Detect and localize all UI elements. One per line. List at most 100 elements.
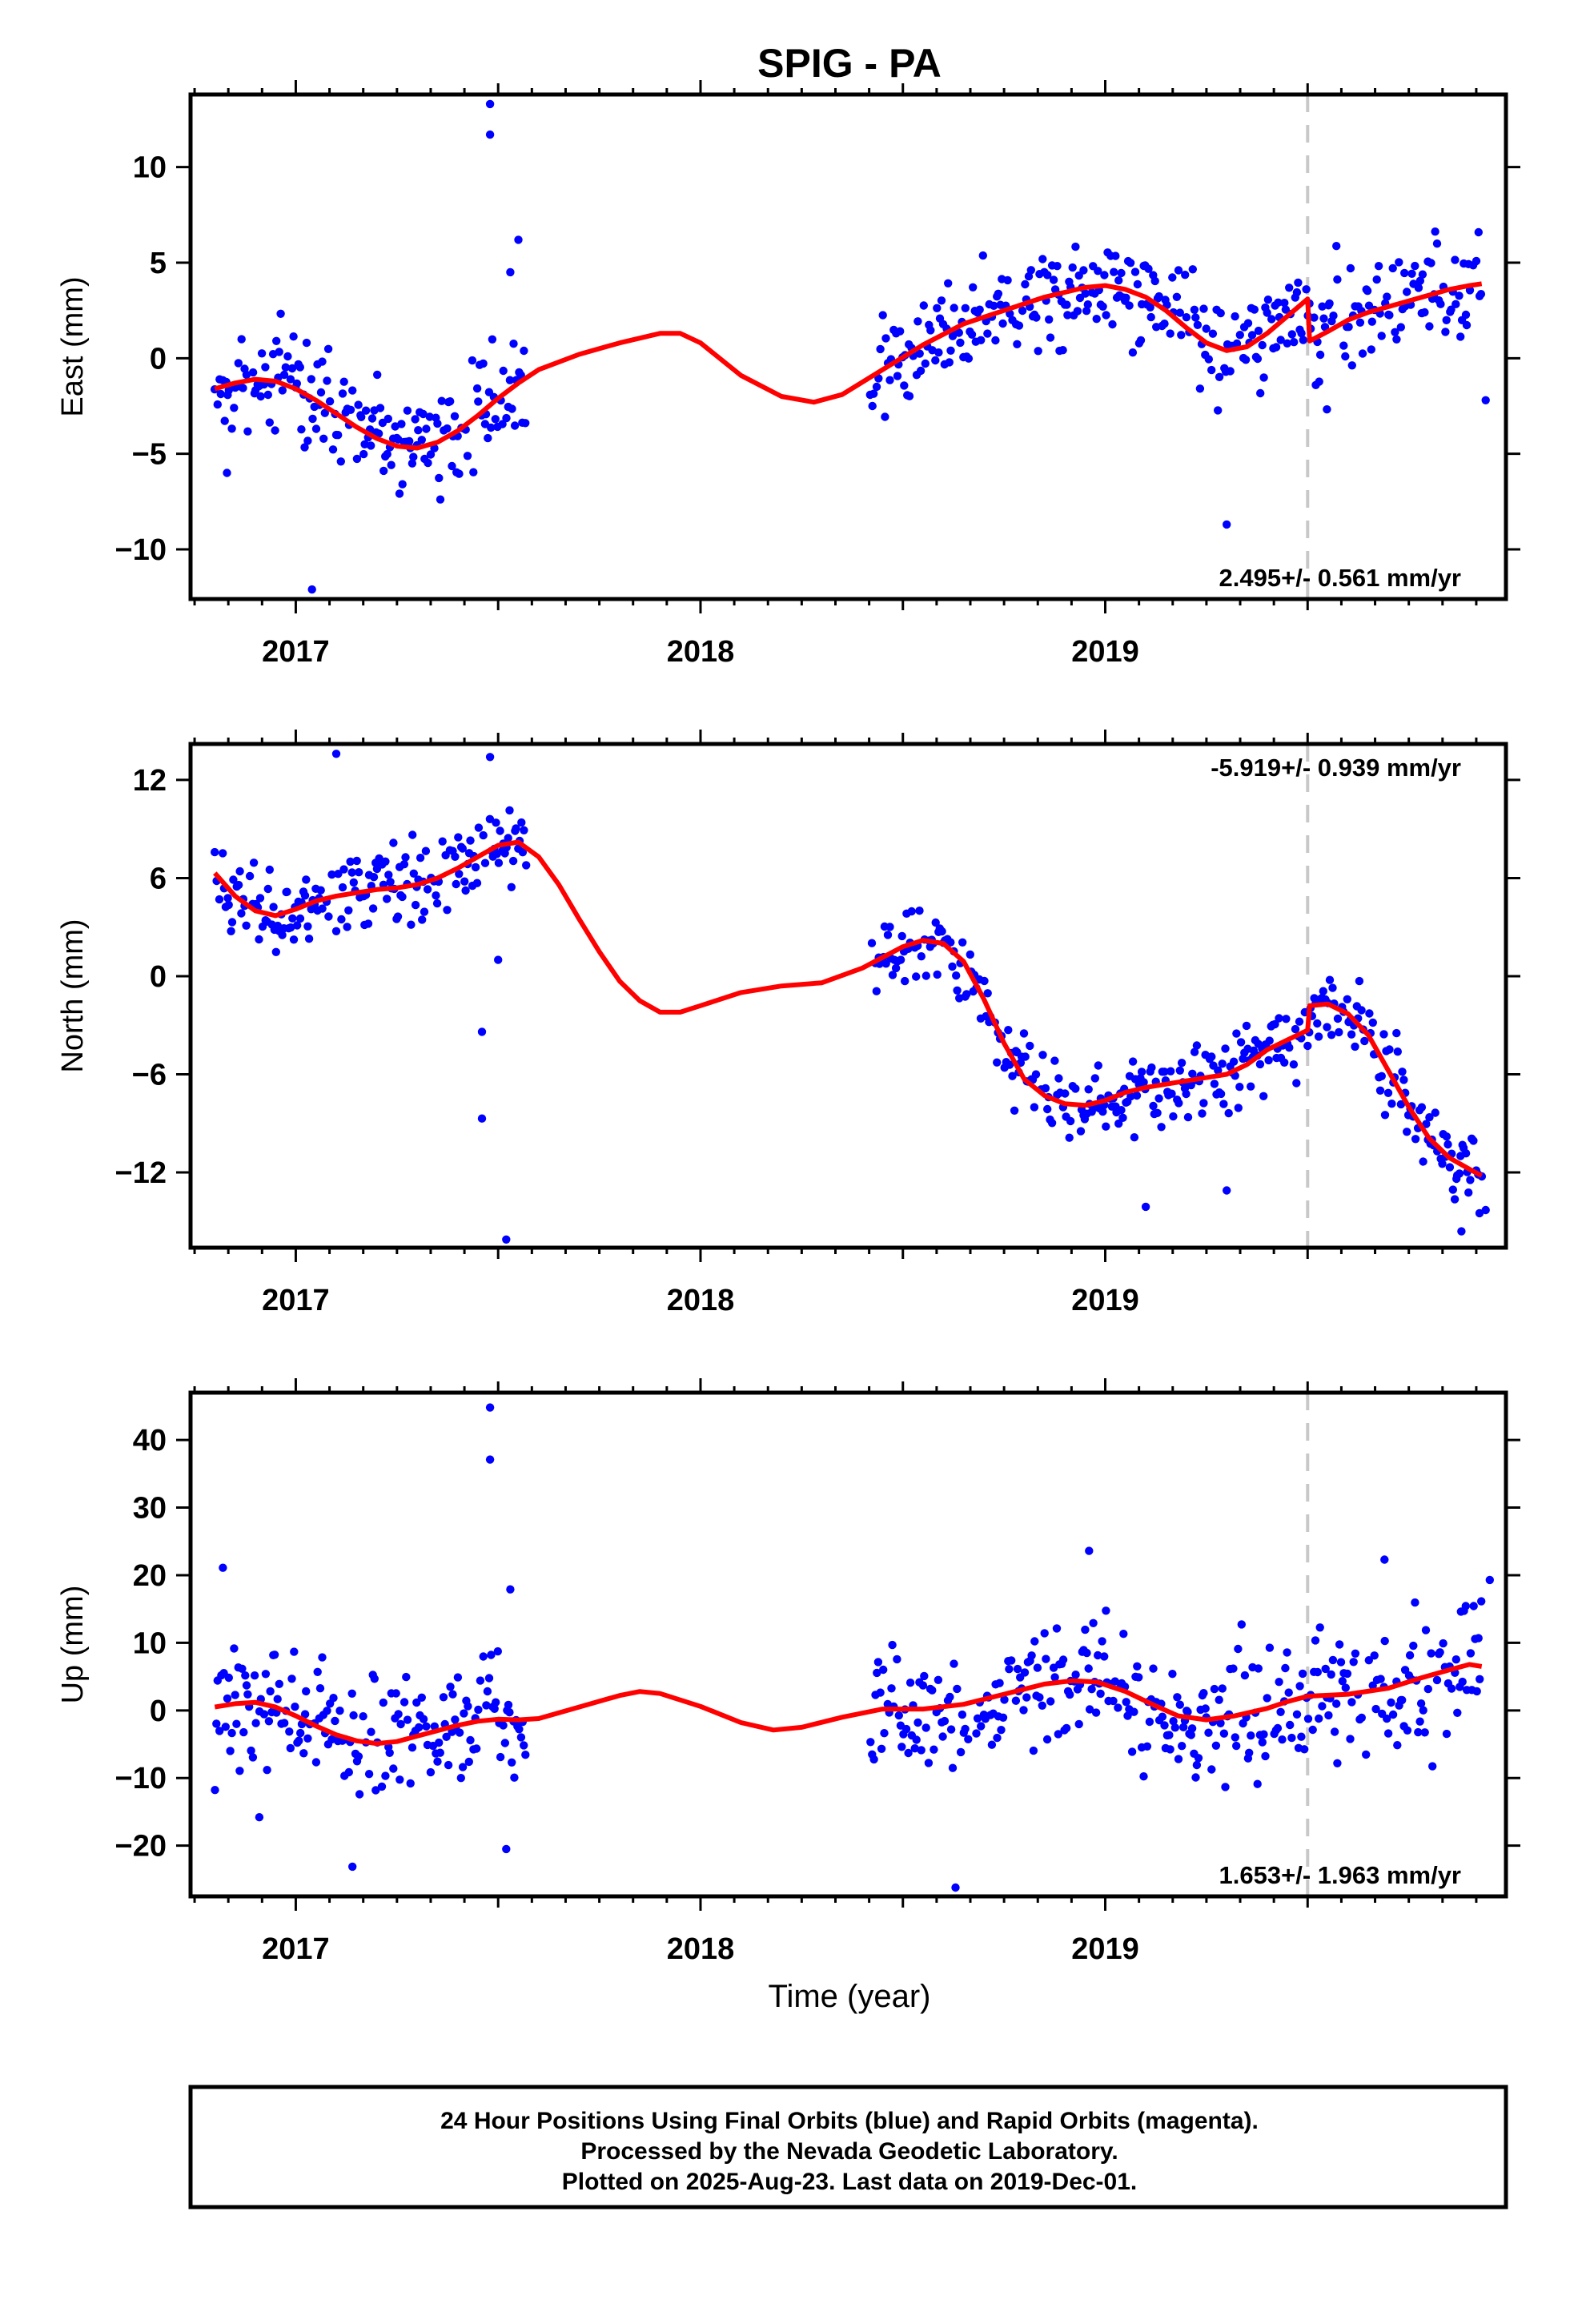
data-point — [1043, 1104, 1052, 1114]
data-point — [1068, 263, 1077, 272]
data-point — [1346, 1735, 1355, 1743]
data-point — [437, 396, 446, 405]
data-point — [1219, 1100, 1228, 1108]
data-point — [237, 335, 246, 344]
data-point — [1050, 1056, 1059, 1065]
data-point — [1149, 1101, 1158, 1111]
data-point — [1335, 1640, 1344, 1649]
data-point — [1208, 329, 1218, 338]
data-point — [1132, 1091, 1142, 1100]
data-point — [1013, 340, 1022, 348]
data-point — [1029, 1746, 1038, 1755]
data-point — [439, 1693, 448, 1702]
y-tick-label: 6 — [150, 862, 167, 895]
data-point — [897, 931, 906, 941]
data-point — [1450, 1195, 1460, 1204]
data-point — [220, 416, 229, 425]
data-point — [287, 364, 297, 373]
data-point — [1464, 1188, 1473, 1197]
data-point — [868, 401, 877, 411]
data-point — [1380, 1636, 1389, 1646]
data-point — [270, 1651, 279, 1659]
data-point — [401, 853, 410, 862]
data-point — [266, 1687, 275, 1696]
data-point — [505, 376, 515, 384]
data-point — [1127, 1747, 1137, 1756]
data-point — [230, 404, 239, 412]
data-point — [1280, 1058, 1289, 1068]
data-point — [1259, 1092, 1268, 1101]
data-point — [504, 1700, 513, 1710]
data-point — [474, 397, 483, 406]
data-point — [1472, 256, 1481, 266]
data-point — [1461, 310, 1471, 320]
data-point-outlier — [477, 1027, 487, 1036]
data-point-outlier — [307, 585, 316, 594]
data-point — [398, 480, 407, 489]
data-point — [251, 1719, 260, 1727]
data-point — [1445, 1163, 1455, 1172]
data-point — [933, 970, 942, 979]
data-point — [1264, 1055, 1273, 1065]
data-point — [422, 424, 431, 433]
data-point — [455, 1728, 464, 1737]
data-point — [334, 431, 343, 440]
data-point — [1351, 1042, 1359, 1051]
data-point — [915, 907, 924, 915]
data-point — [1276, 336, 1285, 344]
data-point — [400, 860, 409, 869]
data-point — [1234, 1104, 1243, 1112]
data-point — [933, 304, 942, 312]
data-point-outlier — [477, 1114, 487, 1123]
data-point — [1447, 1684, 1456, 1693]
data-point — [931, 918, 940, 927]
data-point — [232, 1719, 241, 1728]
data-point — [950, 1659, 958, 1668]
data-point — [289, 332, 298, 341]
data-point — [905, 1679, 915, 1687]
data-point — [1341, 1683, 1351, 1692]
data-point — [1122, 1698, 1130, 1707]
data-point — [887, 1684, 896, 1693]
data-point — [1472, 1687, 1481, 1696]
data-point — [335, 1707, 344, 1715]
data-point — [978, 251, 988, 260]
data-point — [250, 1671, 259, 1680]
data-point — [368, 904, 378, 913]
data-point — [1343, 1669, 1352, 1679]
data-point — [304, 935, 314, 943]
x-tick-label: 2019 — [1071, 1932, 1139, 1966]
data-point — [1432, 1675, 1442, 1685]
data-point — [1403, 1726, 1412, 1735]
data-point — [474, 1705, 483, 1715]
data-point — [307, 375, 315, 384]
y-axis-label: North (mm) — [56, 919, 90, 1072]
data-point — [878, 311, 887, 320]
data-point — [1292, 287, 1302, 297]
data-point — [239, 1727, 248, 1737]
data-point — [1133, 1662, 1142, 1671]
data-point — [1021, 279, 1030, 289]
data-point — [239, 384, 247, 392]
model-curve — [213, 839, 1484, 1178]
footer-frame — [188, 2085, 1508, 2209]
data-point — [1328, 983, 1337, 992]
data-point — [275, 348, 283, 356]
data-point — [472, 384, 482, 393]
data-point — [476, 1676, 485, 1685]
data-point — [257, 349, 267, 358]
data-point — [288, 914, 297, 923]
data-point — [1005, 1665, 1014, 1674]
data-point — [1414, 283, 1423, 292]
data-point — [945, 358, 954, 367]
data-point — [448, 1690, 457, 1699]
data-point — [216, 389, 225, 399]
data-point — [1442, 1729, 1452, 1739]
data-point — [227, 1728, 236, 1738]
data-point — [520, 1741, 528, 1750]
data-point — [213, 400, 222, 409]
data-point — [1351, 1649, 1360, 1658]
data-point — [451, 1715, 460, 1724]
data-point — [1167, 1089, 1176, 1098]
data-point — [1419, 1157, 1427, 1166]
